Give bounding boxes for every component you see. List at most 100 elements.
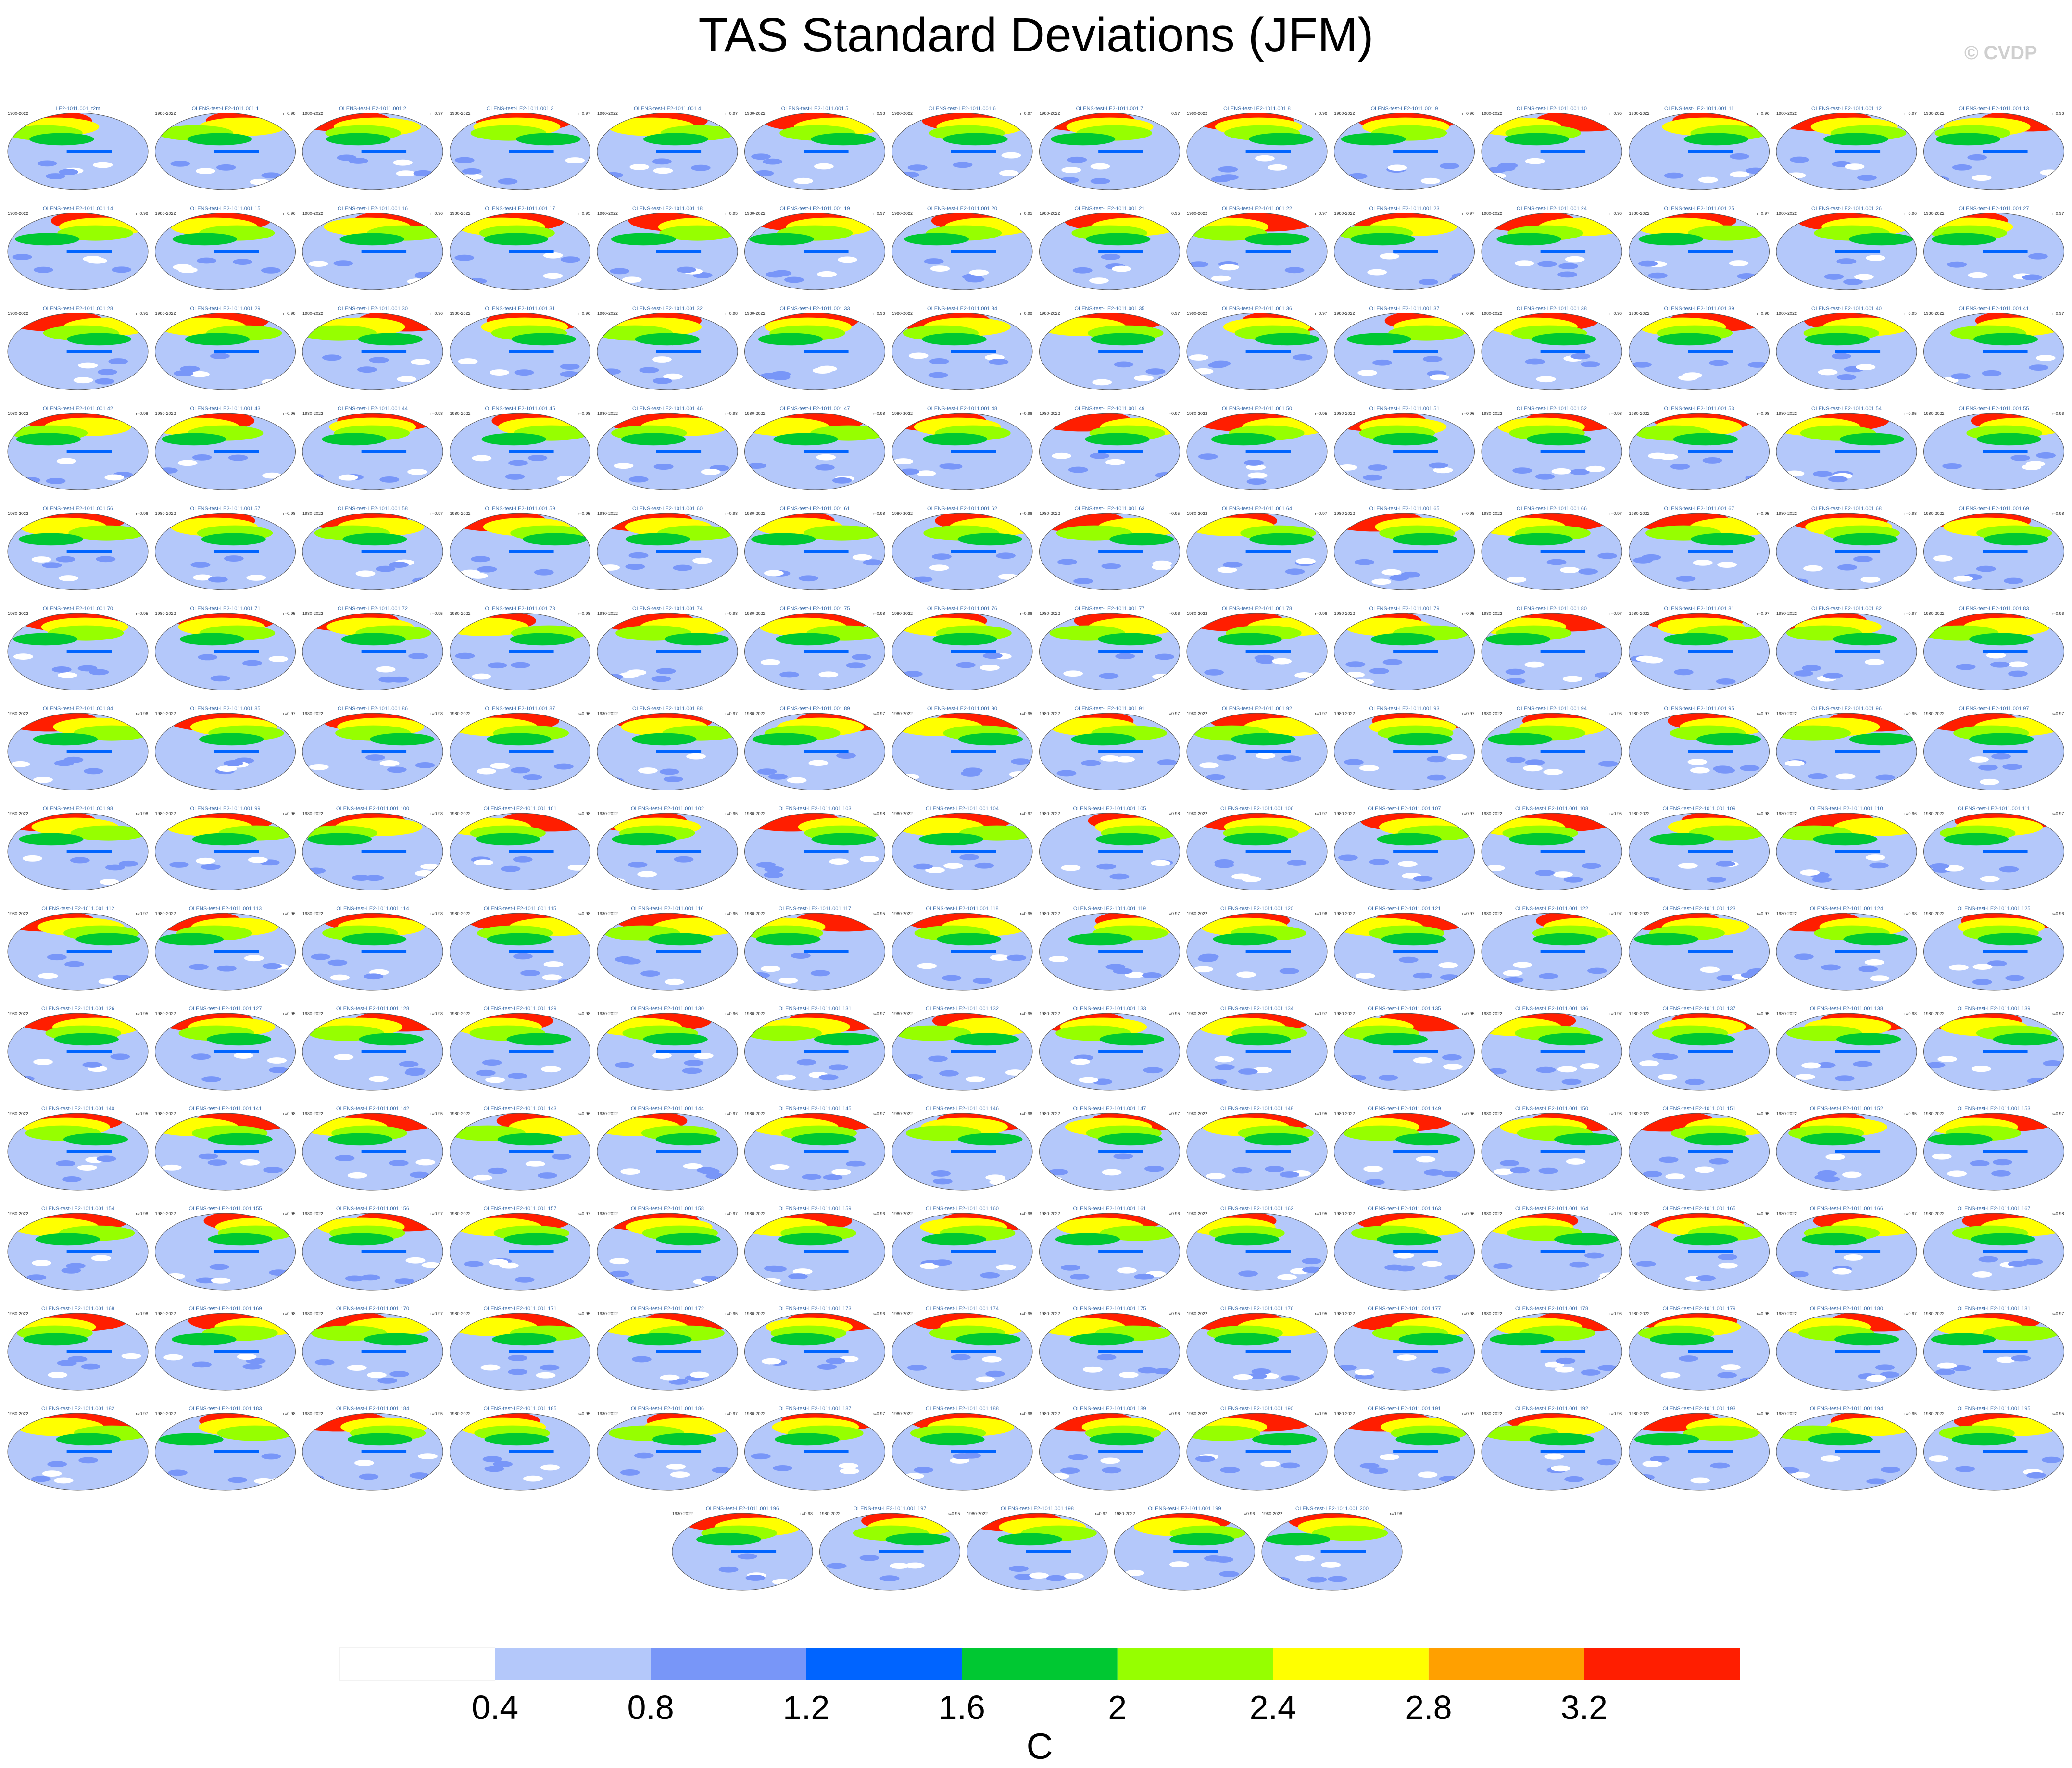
- colorbar-unit: C: [1027, 1726, 1053, 1767]
- map-panel: OLENS-test-LE2-1011.001 114 1980-2022 r=0.…: [302, 906, 443, 991]
- panel-correlation: r=0.96: [1315, 611, 1327, 616]
- panel-correlation: r=0.97: [1462, 811, 1475, 816]
- panel-correlation: r=0.97: [1315, 811, 1327, 816]
- panel-years: 1980-2022: [1924, 611, 1945, 616]
- panel-years: 1980-2022: [745, 311, 766, 316]
- map-panel: OLENS-test-LE2-1011.001 12 1980-2022 r=0.9…: [1776, 106, 1917, 190]
- panel-title: OLENS-test-LE2-1011.001 24: [1517, 206, 1587, 212]
- panel-years: 1980-2022: [892, 111, 913, 116]
- panel-correlation: r=0.95: [136, 1011, 148, 1016]
- map-panel: OLENS-test-LE2-1011.001 83 1980-2022 r=0.9…: [1923, 606, 2064, 690]
- panel-correlation: r=0.96: [1168, 611, 1180, 616]
- panel-title: OLENS-test-LE2-1011.001 114: [336, 906, 409, 912]
- panel-correlation: r=0.96: [1757, 111, 1770, 116]
- panel-title: OLENS-test-LE2-1011.001 2: [339, 106, 406, 112]
- map-panel: OLENS-test-LE2-1011.001 102 1980-2022 r=0.…: [597, 806, 738, 890]
- panel-title: OLENS-test-LE2-1011.001 97: [1959, 706, 2029, 712]
- panel-title: OLENS-test-LE2-1011.001 6: [929, 106, 996, 112]
- panel-years: 1980-2022: [1040, 811, 1060, 816]
- world-map: [1186, 313, 1328, 390]
- map-panel: OLENS-test-LE2-1011.001 105 1980-2022 r=0.…: [1039, 806, 1180, 890]
- panel-title: OLENS-test-LE2-1011.001 93: [1369, 706, 1440, 712]
- world-map: [744, 413, 885, 490]
- panel-years: 1980-2022: [450, 411, 471, 416]
- panel-correlation: r=0.96: [725, 1011, 738, 1016]
- map-panel: OLENS-test-LE2-1011.001 66 1980-2022 r=0.9…: [1481, 506, 1622, 590]
- colorbar-swatch: [339, 1647, 496, 1681]
- panel-years: 1980-2022: [8, 511, 28, 516]
- panel-title: OLENS-test-LE2-1011.001 36: [1222, 306, 1292, 312]
- panel-title: OLENS-test-LE2-1011.001 57: [190, 506, 261, 512]
- panel-title: OLENS-test-LE2-1011.001 14: [43, 206, 113, 212]
- panel-years: 1980-2022: [597, 611, 618, 616]
- panel-correlation: r=0.97: [1609, 511, 1622, 516]
- map-panel: OLENS-test-LE2-1011.001 25 1980-2022 r=0.9…: [1629, 206, 1770, 290]
- map-panel: OLENS-test-LE2-1011.001 52 1980-2022 r=0.9…: [1481, 406, 1622, 490]
- panel-title: OLENS-test-LE2-1011.001 3: [487, 106, 554, 112]
- panel-title: OLENS-test-LE2-1011.001 131: [778, 1006, 851, 1012]
- panel-title: OLENS-test-LE2-1011.001 47: [780, 406, 850, 412]
- world-map: [1923, 613, 2064, 690]
- panel-years: 1980-2022: [1040, 711, 1060, 716]
- map-panel: OLENS-test-LE2-1011.001 79 1980-2022 r=0.9…: [1334, 606, 1475, 690]
- panel-correlation: r=0.96: [2052, 111, 2064, 116]
- colorbar-swatch: [1273, 1648, 1429, 1680]
- world-map: [1334, 713, 1475, 790]
- map-panel: OLENS-test-LE2-1011.001 91 1980-2022 r=0.9…: [1039, 706, 1180, 790]
- panel-correlation: r=0.98: [873, 111, 885, 116]
- panel-years: 1980-2022: [745, 611, 766, 616]
- panel-years: 1980-2022: [1776, 311, 1797, 316]
- panel-years: 1980-2022: [155, 711, 176, 716]
- panel-title: OLENS-test-LE2-1011.001 32: [632, 306, 703, 312]
- panel-correlation: r=0.97: [1315, 511, 1327, 516]
- panel-correlation: r=0.96: [283, 411, 296, 416]
- panel-correlation: r=0.95: [1020, 911, 1032, 916]
- map-panel: OLENS-test-LE2-1011.001 13 1980-2022 r=0.9…: [1923, 106, 2064, 190]
- panel-title: OLENS-test-LE2-1011.001 126: [41, 1006, 114, 1012]
- panel-correlation: r=0.95: [1904, 711, 1917, 716]
- world-map: [302, 413, 443, 490]
- panel-title: OLENS-test-LE2-1011.001 1: [192, 106, 259, 112]
- panel-years: 1980-2022: [1776, 611, 1797, 616]
- map-panel: OLENS-test-LE2-1011.001 51 1980-2022 r=0.9…: [1334, 406, 1475, 490]
- map-panel: OLENS-test-LE2-1011.001 90 1980-2022 r=0.9…: [892, 706, 1033, 790]
- panel-title: OLENS-test-LE2-1011.001 82: [1811, 606, 1882, 612]
- panel-years: 1980-2022: [302, 611, 323, 616]
- panel-correlation: r=0.96: [136, 511, 148, 516]
- map-panel: OLENS-test-LE2-1011.001 34 1980-2022 r=0.9…: [892, 306, 1033, 390]
- panel-correlation: r=0.97: [1757, 211, 1770, 216]
- panel-title: OLENS-test-LE2-1011.001 92: [1222, 706, 1292, 712]
- world-map: [1481, 913, 1622, 991]
- panel-correlation: r=0.98: [2052, 511, 2064, 516]
- panel-title: OLENS-test-LE2-1011.001 15: [190, 206, 261, 212]
- world-map: [450, 313, 590, 390]
- world-map: [302, 913, 443, 991]
- world-map: [892, 313, 1033, 390]
- panel-correlation: r=0.95: [1020, 211, 1032, 216]
- panel-years: 1980-2022: [155, 611, 176, 616]
- panel-years: 1980-2022: [450, 811, 471, 816]
- panel-years: 1980-2022: [1334, 611, 1355, 616]
- map-panel: OLENS-test-LE2-1011.001 50 1980-2022 r=0.9…: [1186, 406, 1328, 490]
- world-map: [1776, 613, 1917, 690]
- map-panel: OLENS-test-LE2-1011.001 4 1980-2022 r=0.97: [597, 106, 738, 190]
- map-panel: OLENS-test-LE2-1011.001 97 1980-2022 r=0.9…: [1923, 706, 2064, 790]
- colorbar-tick-label: 1.6: [939, 1689, 985, 1726]
- panel-title: OLENS-test-LE2-1011.001 44: [338, 406, 408, 412]
- world-map: [450, 413, 590, 490]
- world-map: [1481, 413, 1622, 490]
- panel-correlation: r=0.97: [873, 1011, 885, 1016]
- map-panel: OLENS-test-LE2-1011.001 30 1980-2022 r=0.9…: [302, 306, 443, 390]
- panel-title: OLENS-test-LE2-1011.001 40: [1811, 306, 1882, 312]
- panel-title: OLENS-test-LE2-1011.001 31: [485, 306, 555, 312]
- map-panel: OLENS-test-LE2-1011.001 19 1980-2022 r=0.9…: [744, 206, 885, 290]
- panel-years: 1980-2022: [302, 111, 323, 116]
- map-panel: OLENS-test-LE2-1011.001 82 1980-2022 r=0.9…: [1776, 606, 1917, 690]
- world-map: [155, 613, 296, 690]
- panel-title: OLENS-test-LE2-1011.001 115: [484, 906, 556, 912]
- panel-correlation: r=0.97: [2052, 211, 2064, 216]
- panel-correlation: r=0.97: [873, 711, 885, 716]
- panel-correlation: r=0.97: [1168, 111, 1180, 116]
- panel-title: OLENS-test-LE2-1011.001 109: [1662, 806, 1735, 812]
- panel-correlation: r=0.98: [1904, 911, 1917, 916]
